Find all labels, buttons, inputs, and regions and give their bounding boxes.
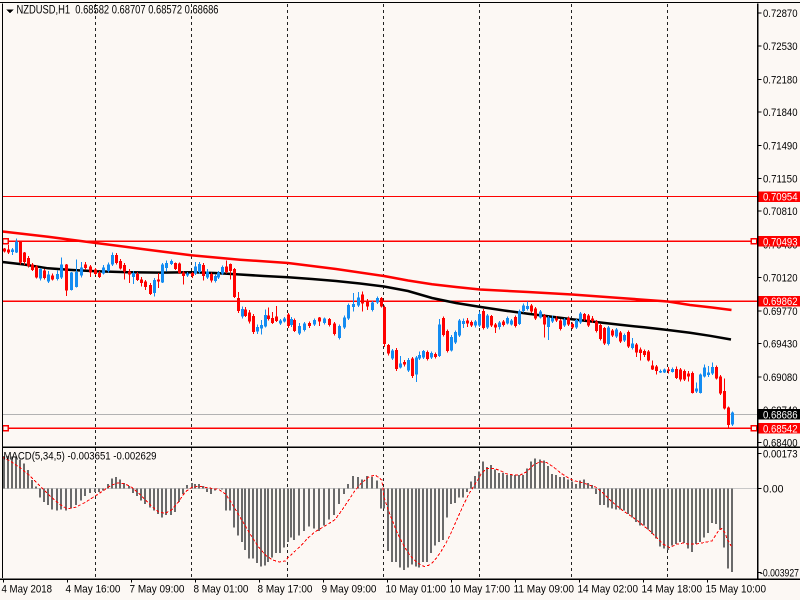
svg-text:NZDUSD,H1 0.68582 0.68707 0.6: NZDUSD,H1 0.68582 0.68707 0.68572 0.6868… <box>17 5 219 17</box>
svg-text:0.68400: 0.68400 <box>763 438 798 450</box>
svg-text:0.70954: 0.70954 <box>763 192 798 204</box>
svg-text:0.71490: 0.71490 <box>763 141 798 153</box>
svg-text:0.69770: 0.69770 <box>763 306 798 318</box>
svg-text:8 May 17:00: 8 May 17:00 <box>258 584 313 596</box>
svg-text:4 May 2018: 4 May 2018 <box>2 584 53 596</box>
svg-text:-0.003927: -0.003927 <box>760 568 799 580</box>
svg-text:8 May 01:00: 8 May 01:00 <box>194 584 249 596</box>
svg-text:0.70493: 0.70493 <box>763 236 798 248</box>
svg-text:10 May 17:00: 10 May 17:00 <box>450 584 511 596</box>
svg-text:7 May 09:00: 7 May 09:00 <box>130 584 185 596</box>
svg-text:0.69430: 0.69430 <box>763 339 798 351</box>
svg-text:11 May 09:00: 11 May 09:00 <box>514 584 575 596</box>
svg-text:14 May 02:00: 14 May 02:00 <box>578 584 639 596</box>
svg-text:15 May 10:00: 15 May 10:00 <box>706 584 767 596</box>
svg-text:0.72530: 0.72530 <box>763 41 798 53</box>
svg-text:0.68686: 0.68686 <box>763 409 798 421</box>
svg-text:0.69862: 0.69862 <box>763 296 798 308</box>
svg-text:0.71840: 0.71840 <box>763 107 798 119</box>
svg-text:0.69080: 0.69080 <box>763 372 798 384</box>
svg-text:0.70120: 0.70120 <box>763 272 798 284</box>
svg-text:4 May 16:00: 4 May 16:00 <box>66 584 121 596</box>
svg-text:MACD(5,34,5) -0.003651 -0.0026: MACD(5,34,5) -0.003651 -0.002629 <box>4 451 157 463</box>
svg-text:0.68542: 0.68542 <box>763 423 798 435</box>
svg-text:0.72180: 0.72180 <box>763 75 798 87</box>
svg-text:14 May 18:00: 14 May 18:00 <box>642 584 703 596</box>
svg-text:0.71150: 0.71150 <box>763 173 798 185</box>
svg-text:0.72870: 0.72870 <box>763 8 798 20</box>
svg-text:10 May 01:00: 10 May 01:00 <box>386 584 447 596</box>
svg-text:0.00: 0.00 <box>763 483 784 495</box>
svg-text:0.70810: 0.70810 <box>763 206 798 218</box>
svg-text:9 May 09:00: 9 May 09:00 <box>322 584 377 596</box>
svg-text:0.00173: 0.00173 <box>763 449 798 461</box>
